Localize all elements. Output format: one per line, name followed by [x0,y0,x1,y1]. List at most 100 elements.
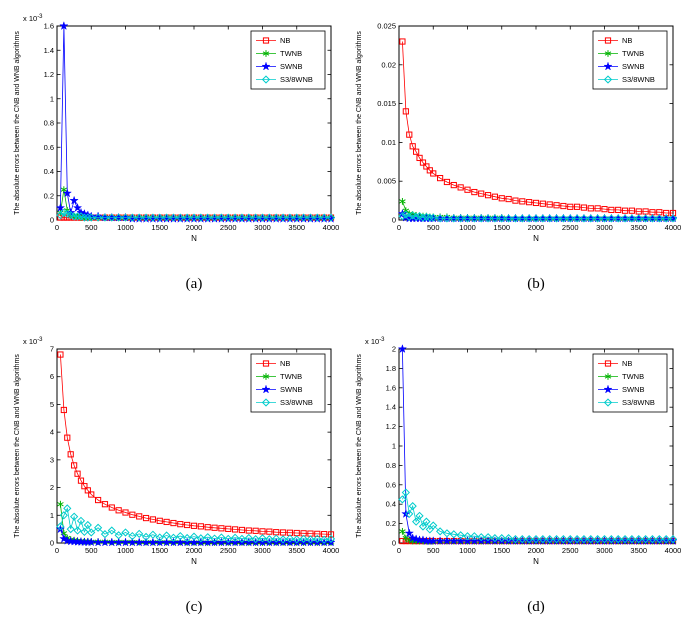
square-marker-icon [129,511,136,518]
diamond-marker-icon [210,534,219,543]
diamond-marker-icon [566,535,575,544]
legend-label: TWNB [622,49,644,58]
diamond-marker-icon [559,535,568,544]
x-tick-label: 3000 [596,223,613,232]
diamond-marker-icon [429,521,438,530]
diamond-marker-icon [114,531,123,540]
diamond-marker-icon [261,75,271,84]
x-tick-label: 2500 [562,546,579,555]
legend-label: NB [622,359,632,368]
square-marker-icon [443,178,451,186]
square-marker-icon [426,167,433,174]
asterisk-marker-icon [262,50,270,57]
diamond-marker-icon [449,214,458,223]
square-marker-icon [225,525,232,532]
diamond-marker-icon [418,213,428,222]
y-tick-label: 0 [392,539,396,548]
diamond-marker-icon [538,535,547,544]
chart-c: 0 500 1000 1500 2000 2500 3000 3500 4000 0 1 2 3 4 5 6 7… [11,333,343,573]
diamond-marker-icon [662,535,671,544]
y-axis-label: The absolute errors between the CNB and … [14,31,21,215]
legend-label: S3/8WNB [622,398,655,407]
diamond-marker-icon [299,534,308,543]
square-marker-icon [519,198,526,205]
diamond-marker-icon [518,535,527,544]
legend-label: TWNB [280,372,302,381]
legend-label: NB [622,36,632,45]
diamond-marker-icon [572,214,582,223]
diamond-marker-icon [463,532,472,541]
star-marker-icon [397,343,408,354]
diamond-marker-icon [114,213,123,222]
diamond-marker-icon [230,533,240,542]
y-tick-label: 5 [50,400,54,409]
diamond-marker-icon [128,213,137,222]
diamond-marker-icon [511,214,520,223]
diamond-marker-icon [627,535,637,544]
y-tick-label: 1.6 [386,383,396,392]
diamond-marker-icon [614,535,623,544]
square-marker-icon [60,406,67,414]
square-marker-icon [491,193,499,200]
y-tick-label: 0.4 [386,500,396,509]
square-marker-icon [279,529,287,536]
diamond-marker-icon [237,213,247,222]
star-marker-icon [86,537,97,547]
series-S38WNB [56,208,336,222]
y-tick-label: 3 [50,455,54,464]
diamond-marker-icon [483,533,493,542]
diamond-marker-icon [224,534,233,543]
diamond-marker-icon [648,535,657,544]
legend: NB TWNB SWNB S3/8WNB [592,353,668,413]
diamond-marker-icon [217,213,226,222]
square-marker-icon [416,154,423,162]
diamond-marker-icon [401,210,410,219]
diamond-marker-icon [292,535,301,544]
diamond-marker-icon [326,534,336,543]
diamond-marker-icon [504,534,513,543]
y-tick-label: 1.6 [44,22,54,31]
x-tick-label: 2500 [220,546,237,555]
x-tick-label: 1000 [117,223,134,232]
x-tick-label: 1500 [151,223,168,232]
diamond-marker-icon [237,534,247,543]
diamond-marker-icon [620,214,630,223]
caption-c: (c) [185,599,203,615]
legend: NB TWNB SWNB S3/8WNB [592,30,668,90]
x-axis-label: N [191,557,197,566]
diamond-marker-icon [66,525,75,534]
square-marker-icon [604,37,612,44]
square-marker-icon [457,184,464,191]
diamond-marker-icon [183,533,192,543]
square-marker-icon [238,526,246,534]
square-marker-icon [218,525,225,532]
square-marker-icon [184,521,191,529]
x-tick-label: 4000 [323,546,340,555]
diamond-marker-icon [135,529,144,538]
square-marker-icon [450,181,457,189]
diamond-marker-icon [405,212,414,222]
square-marker-icon [67,451,74,458]
y-tick-label: 7 [50,345,54,354]
diamond-marker-icon [463,214,472,223]
diamond-marker-icon [272,213,281,222]
diamond-marker-icon [552,214,561,223]
diamond-marker-icon [73,212,82,221]
x-tick-label: 500 [427,223,440,232]
legend-label: TWNB [280,49,302,58]
x-tick-label: 2000 [186,546,203,555]
diamond-marker-icon [326,213,336,222]
y-tick-label: 0.025 [377,22,396,31]
diamond-marker-icon [261,398,271,407]
y-tick-label: 0 [50,539,54,548]
diamond-marker-icon [189,213,199,222]
diamond-marker-icon [603,398,613,407]
diamond-marker-icon [497,214,506,223]
diamond-marker-icon [292,213,301,222]
square-marker-icon [413,148,420,155]
diamond-marker-icon [203,213,212,222]
diamond-marker-icon [80,213,89,222]
diamond-marker-icon [586,535,595,544]
square-marker-icon [245,527,252,534]
square-marker-icon [532,199,540,207]
